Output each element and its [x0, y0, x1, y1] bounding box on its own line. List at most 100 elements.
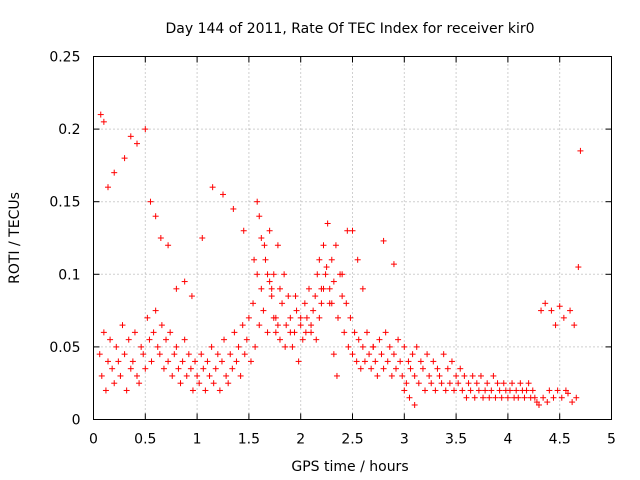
- x-tick-label: 1.5: [238, 432, 260, 448]
- data-point: [457, 365, 464, 372]
- y-tick-labels: 0 0.05 0.1 0.15 0.2 0.25: [49, 50, 80, 429]
- data-point: [577, 147, 584, 154]
- data-point: [173, 285, 180, 292]
- data-point: [380, 365, 387, 372]
- data-point: [165, 358, 172, 365]
- data-point: [247, 358, 254, 365]
- data-point: [152, 307, 159, 314]
- data-point: [415, 380, 422, 387]
- data-point: [192, 358, 199, 365]
- data-point: [100, 118, 107, 125]
- data-point: [169, 372, 176, 379]
- y-tick-label: 0.15: [49, 195, 80, 211]
- data-point: [189, 387, 196, 394]
- data-point: [105, 184, 112, 191]
- data-point: [366, 351, 373, 358]
- data-point: [185, 351, 192, 358]
- data-point: [258, 235, 265, 241]
- data-point: [235, 343, 242, 350]
- data-point: [357, 365, 364, 372]
- data-point: [523, 387, 530, 394]
- data-point: [254, 198, 261, 205]
- data-point: [355, 336, 362, 343]
- data-point: [208, 343, 215, 350]
- data-point: [281, 271, 288, 278]
- data-point: [270, 314, 277, 321]
- data-point: [370, 343, 377, 350]
- data-point: [498, 394, 505, 401]
- data-point: [544, 399, 551, 406]
- data-point: [256, 322, 263, 329]
- data-point: [558, 394, 565, 401]
- data-point: [378, 351, 385, 358]
- data-point: [221, 336, 228, 343]
- data-point: [302, 329, 309, 336]
- data-point: [292, 293, 299, 300]
- data-point: [243, 336, 250, 343]
- data-point: [268, 285, 275, 292]
- data-point: [220, 191, 226, 198]
- x-tick-label: 5: [607, 432, 616, 448]
- data-point: [482, 387, 489, 394]
- data-point: [111, 169, 118, 176]
- data-point: [251, 256, 258, 263]
- data-point: [96, 351, 103, 358]
- data-point: [339, 293, 346, 300]
- data-point: [567, 307, 574, 314]
- data-point: [158, 322, 165, 329]
- data-point: [332, 242, 339, 249]
- data-point: [504, 394, 511, 401]
- data-point: [212, 365, 219, 372]
- data-point: [287, 314, 294, 321]
- data-point: [455, 380, 462, 387]
- data-point: [430, 358, 437, 365]
- data-point: [496, 387, 503, 394]
- data-point: [529, 387, 536, 394]
- data-point: [334, 314, 341, 321]
- data-point: [320, 285, 327, 292]
- data-point: [230, 205, 237, 212]
- data-point: [142, 126, 149, 133]
- data-point: [461, 372, 468, 379]
- data-point: [384, 358, 391, 365]
- data-point: [198, 351, 205, 358]
- data-point: [401, 387, 408, 394]
- data-point: [196, 380, 203, 387]
- data-point: [240, 227, 247, 234]
- data-point: [341, 329, 348, 336]
- data-point: [100, 329, 107, 336]
- data-point: [225, 380, 232, 387]
- data-point: [465, 380, 472, 387]
- data-point: [305, 285, 312, 292]
- data-point: [171, 351, 178, 358]
- data-point: [146, 336, 153, 343]
- data-point: [324, 220, 331, 227]
- data-point: [165, 242, 172, 249]
- data-point: [310, 307, 317, 314]
- data-point: [127, 365, 134, 372]
- data-point: [473, 380, 480, 387]
- data-point: [148, 358, 155, 365]
- data-point: [252, 343, 259, 350]
- data-point: [515, 394, 522, 401]
- y-tick-label: 0.25: [49, 50, 80, 66]
- data-point: [266, 278, 273, 285]
- data-point: [227, 351, 234, 358]
- data-point: [276, 285, 283, 292]
- y-tick-label: 0: [72, 413, 81, 429]
- data-point: [399, 372, 406, 379]
- x-tick-label: 0.5: [134, 432, 156, 448]
- data-point: [359, 285, 366, 292]
- data-point: [368, 365, 375, 372]
- data-point: [258, 285, 265, 292]
- data-point: [467, 387, 474, 394]
- data-point: [264, 329, 271, 336]
- data-point: [413, 343, 420, 350]
- data-point: [424, 351, 431, 358]
- data-point: [434, 365, 441, 372]
- data-point: [115, 358, 122, 365]
- data-point: [386, 343, 393, 350]
- data-point: [129, 358, 136, 365]
